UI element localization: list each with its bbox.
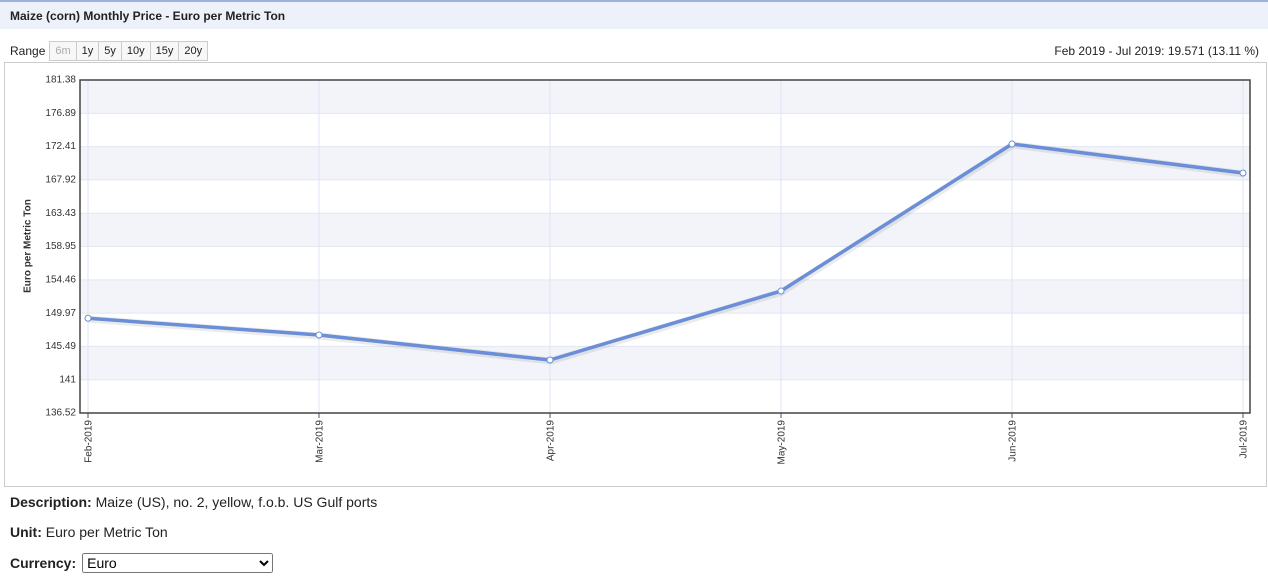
y-tick-label: 145.49: [45, 341, 76, 352]
point: [546, 356, 554, 364]
currency: Currency: Euro: [10, 553, 274, 573]
range-selector: Range 6m 1y 5y 10y 15y 20y: [10, 41, 209, 61]
description-text: Maize (US), no. 2, yellow, f.o.b. US Gul…: [95, 494, 378, 510]
range-button[interactable]: 1y: [76, 41, 100, 61]
plot-band: [80, 146, 1250, 180]
y-tick-label: 163.43: [45, 208, 76, 219]
description-label: Description:: [10, 494, 92, 510]
point: [777, 287, 785, 295]
plot-band: [80, 346, 1250, 380]
y-tick-label: 181.38: [45, 75, 76, 86]
x-tick-label: Apr-2019: [546, 420, 557, 462]
line: [87, 142, 1244, 362]
description: Description: Maize (US), no. 2, yellow, …: [10, 494, 377, 510]
range-button[interactable]: 10y: [121, 41, 151, 61]
range-button[interactable]: 5y: [99, 41, 122, 61]
range-button[interactable]: 6m: [49, 41, 77, 61]
x-tick-label: Jun-2019: [1008, 420, 1019, 462]
y-tick-label: 167.92: [45, 175, 76, 186]
plot-border: [79, 79, 1251, 414]
currency-label: Currency:: [10, 555, 77, 571]
y-tick-label: 158.95: [45, 241, 76, 252]
range-label: Range: [10, 44, 46, 58]
plot-band: [80, 279, 1250, 314]
x-tick-label: Mar-2019: [315, 420, 326, 463]
range-button[interactable]: 15y: [150, 41, 180, 61]
point: [84, 314, 92, 322]
unit: Unit: Euro per Metric Ton: [10, 524, 168, 540]
y-tick-label: 172.41: [45, 141, 76, 152]
y-tick-label: 154.46: [45, 274, 76, 285]
y-tick-label: 149.97: [45, 308, 76, 319]
range-summary: Feb 2019 - Jul 2019: 19.571 (13.11 %): [1054, 44, 1259, 58]
y-tick-label: 176.89: [45, 108, 76, 119]
point: [1008, 140, 1016, 148]
plot-band: [80, 213, 1250, 247]
plot-band: [80, 80, 1250, 114]
header: Maize (corn) Monthly Price - Euro per Me…: [0, 0, 1268, 29]
x-tick-label: May-2019: [777, 420, 788, 465]
chart-frame: [4, 62, 1267, 487]
y-tick-label: 136.52: [45, 408, 76, 419]
y-tick-label: 141: [59, 374, 76, 385]
unit-text: Euro per Metric Ton: [45, 524, 168, 540]
point: [1239, 169, 1247, 177]
range-button[interactable]: 20y: [179, 41, 209, 61]
unit-label: Unit:: [10, 524, 42, 540]
currency-select[interactable]: Euro: [82, 553, 274, 573]
point: [315, 331, 323, 339]
x-tick-label: Feb-2019: [84, 420, 95, 463]
page-title: Maize (corn) Monthly Price - Euro per Me…: [10, 9, 286, 23]
y-axis-title: Euro per Metric Ton: [23, 199, 34, 293]
x-tick-label: Jul-2019: [1239, 420, 1250, 459]
chart: Euro per Metric Ton 136.52 141 145.49 149.9…: [23, 75, 1251, 465]
